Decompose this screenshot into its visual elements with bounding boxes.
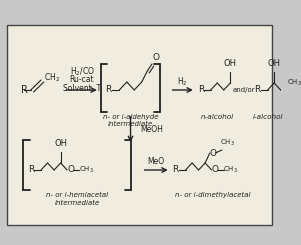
- Text: R: R: [105, 86, 112, 95]
- Text: n- or i-dimethylacetal: n- or i-dimethylacetal: [175, 192, 250, 198]
- Text: O: O: [210, 148, 217, 158]
- Text: n- or i-aldehyde: n- or i-aldehyde: [103, 114, 158, 120]
- Text: i-alcohol: i-alcohol: [252, 114, 283, 120]
- Text: O: O: [67, 166, 74, 174]
- Text: OH: OH: [268, 59, 281, 68]
- Text: O: O: [212, 166, 219, 174]
- Text: CH$_3$: CH$_3$: [220, 138, 235, 148]
- Text: R: R: [172, 166, 179, 174]
- Text: OH: OH: [54, 139, 67, 148]
- Text: n-alcohol: n-alcohol: [201, 114, 234, 120]
- Text: R: R: [255, 86, 261, 95]
- Text: n- or i-hemiacetal: n- or i-hemiacetal: [46, 192, 108, 198]
- Text: Solvent, T: Solvent, T: [63, 84, 101, 93]
- FancyBboxPatch shape: [8, 25, 272, 225]
- Text: R: R: [20, 85, 27, 95]
- Text: R: R: [198, 86, 204, 95]
- Text: Ru-cat: Ru-cat: [70, 75, 94, 85]
- Text: CH$_3$: CH$_3$: [287, 78, 301, 88]
- Text: intermediate: intermediate: [108, 121, 153, 127]
- Text: CH$_2$: CH$_2$: [44, 72, 60, 84]
- Text: R: R: [28, 166, 34, 174]
- Text: H$_2$/CO: H$_2$/CO: [70, 66, 95, 78]
- Text: CH$_3$: CH$_3$: [223, 165, 238, 175]
- Text: O: O: [153, 53, 160, 62]
- Text: H$_2$: H$_2$: [177, 76, 188, 88]
- Text: CH$_3$: CH$_3$: [79, 165, 94, 175]
- Text: MeOH: MeOH: [140, 125, 163, 135]
- Text: MeO: MeO: [147, 157, 164, 166]
- Text: and/or: and/or: [233, 87, 256, 93]
- Text: intermediate: intermediate: [55, 200, 100, 206]
- Text: OH: OH: [224, 59, 237, 68]
